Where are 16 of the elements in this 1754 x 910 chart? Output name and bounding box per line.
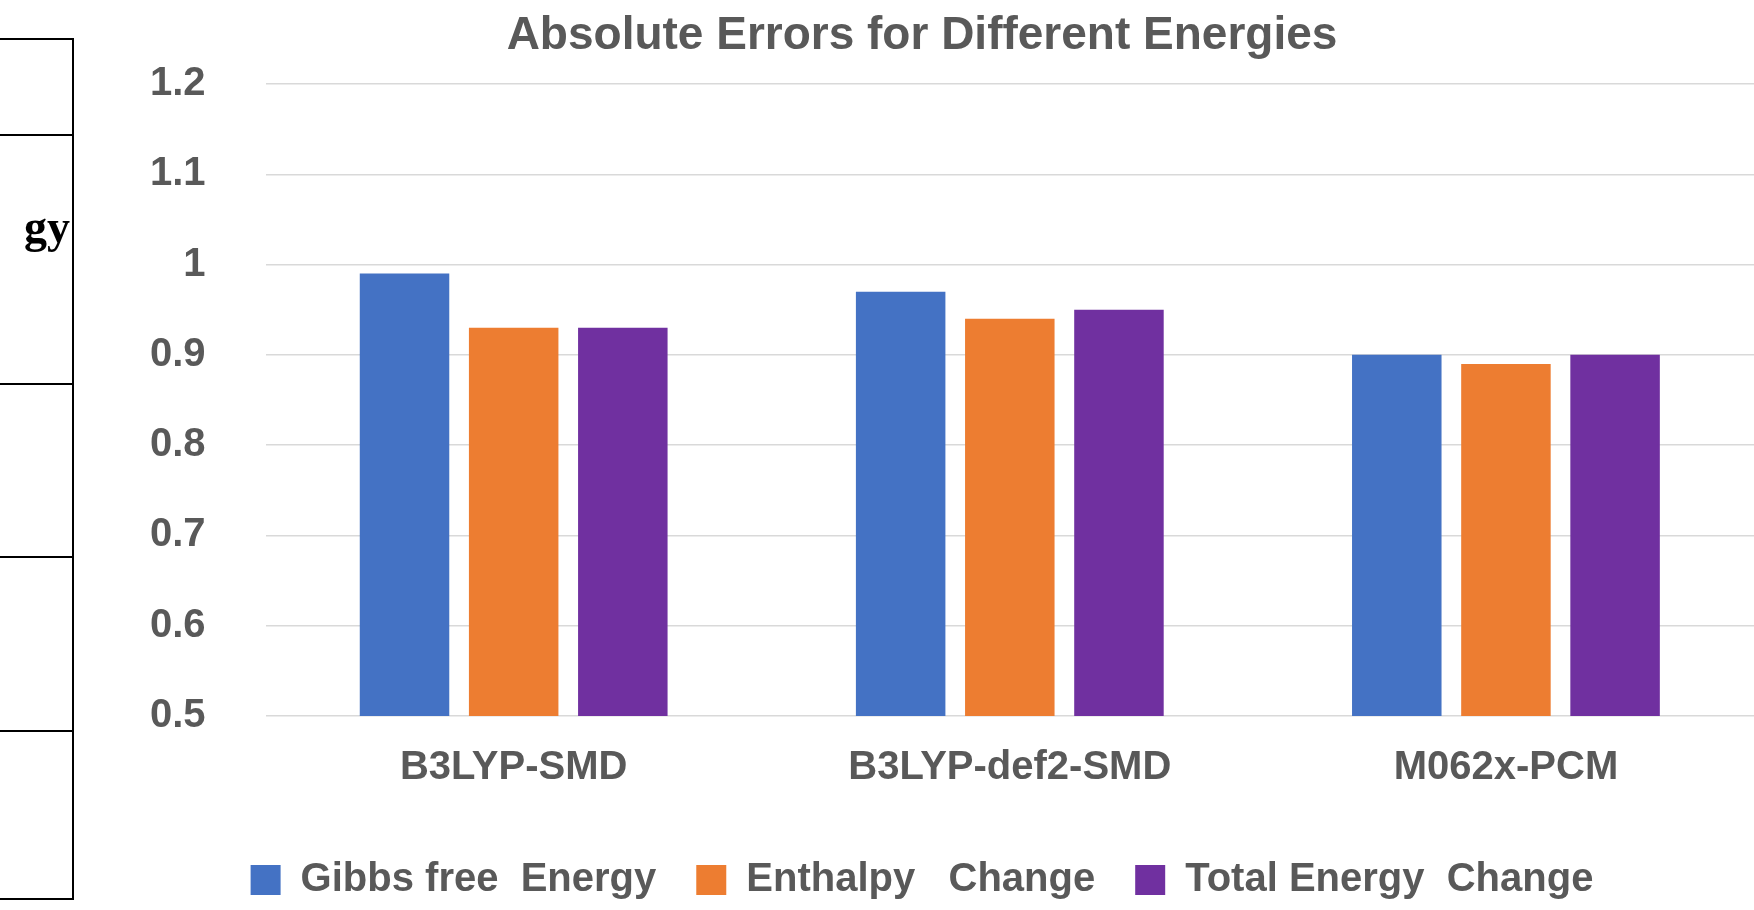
text: gy — [23, 200, 70, 253]
y-tick-label: 0.7 — [150, 510, 206, 555]
legend-label: Total Energy Change — [1185, 855, 1594, 900]
y-tick-label: 0.8 — [150, 420, 206, 465]
y-tick-label: 0.6 — [150, 600, 206, 645]
x-tick-label: B3LYP-SMD — [399, 743, 628, 788]
y-tick-label: 0.9 — [150, 329, 206, 374]
legend-label: Enthalpy Change — [746, 855, 1096, 900]
chart-title: Absolute Errors for Different Energies — [506, 7, 1338, 60]
x-tick-label: B3LYP-def2-SMD — [848, 743, 1172, 788]
y-tick-label: 1 — [183, 239, 206, 284]
y-tick-label: 0.5 — [150, 691, 206, 736]
y-tick-label: 1.1 — [150, 149, 206, 194]
y-tick-label: 1.2 — [150, 59, 206, 104]
legend-label: Gibbs free Energy — [300, 855, 658, 900]
x-tick-label: M062x-PCM — [1393, 743, 1619, 788]
